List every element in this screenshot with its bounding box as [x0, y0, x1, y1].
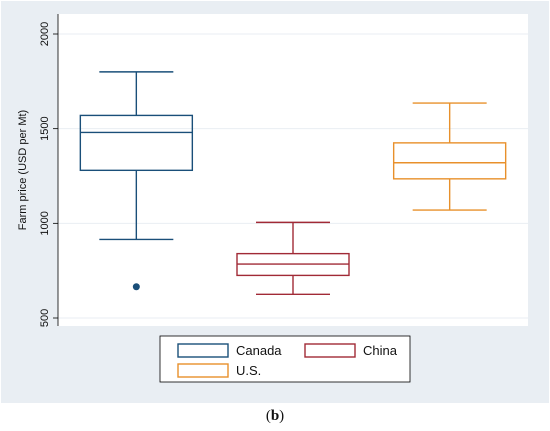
- y-tick-label: 1500: [39, 116, 51, 140]
- legend-swatch: [304, 343, 356, 358]
- legend-label: China: [363, 343, 398, 358]
- legend-label: U.S.: [236, 363, 261, 378]
- box-iqr: [79, 114, 194, 172]
- caption-open-paren: (: [265, 408, 271, 424]
- y-tick-label: 2000: [39, 22, 51, 46]
- y-axis-label: Farm price (USD per Mt): [17, 110, 29, 230]
- outlier-point: [132, 283, 140, 291]
- legend-label: Canada: [236, 343, 282, 358]
- box-iqr: [392, 142, 507, 180]
- y-tick-label: 500: [39, 309, 51, 327]
- y-tick-label: 1000: [39, 211, 51, 235]
- legend-swatch: [177, 343, 229, 358]
- figure-caption: (b): [0, 408, 550, 425]
- legend-swatch: [177, 363, 229, 378]
- caption-label: b: [270, 408, 280, 424]
- legend-box: [159, 335, 411, 383]
- caption-close-paren: ): [279, 408, 285, 424]
